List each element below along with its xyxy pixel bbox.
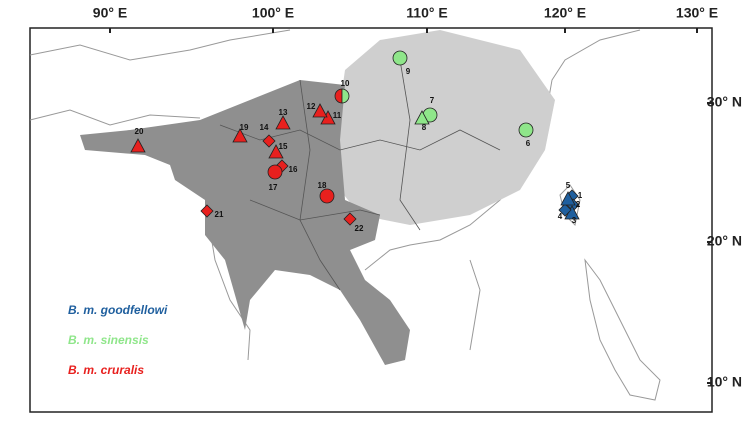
site-marker (518, 122, 534, 138)
site-marker (319, 188, 335, 204)
site-label: 18 (318, 181, 327, 190)
site-marker (275, 115, 291, 130)
site-marker (558, 203, 572, 217)
lon-label: 90° E (93, 5, 127, 21)
site-marker (392, 50, 408, 66)
site-label: 13 (279, 108, 288, 117)
site-marker (320, 110, 336, 125)
site-label: 12 (307, 102, 316, 111)
site-marker (130, 138, 146, 153)
site-label: 17 (269, 183, 278, 192)
site-label: 21 (215, 210, 224, 219)
site-marker (414, 110, 430, 125)
site-label: 9 (406, 67, 411, 76)
site-marker (232, 128, 248, 143)
site-label: 6 (526, 139, 531, 148)
lon-label: 130° E (676, 5, 718, 21)
site-label: 19 (240, 123, 249, 132)
site-label: 20 (135, 127, 144, 136)
lon-label: 120° E (544, 5, 586, 21)
site-label: 15 (279, 142, 288, 151)
site-label: 1 (578, 191, 583, 200)
lat-label: 10° N (707, 374, 742, 390)
site-marker (560, 191, 576, 206)
site-marker (312, 103, 328, 118)
site-label: 2 (576, 200, 581, 209)
site-label: 7 (430, 96, 435, 105)
legend: B. m. goodfellowi B. m. sinensis B. m. cru… (68, 303, 168, 377)
site-label: 8 (422, 123, 427, 132)
range-sinensis (335, 30, 555, 225)
site-marker (267, 164, 283, 180)
site-marker (341, 88, 350, 104)
site-label: 5 (566, 181, 571, 190)
legend-entry: B. m. goodfellowi (68, 303, 168, 317)
site-marker (200, 204, 214, 218)
range-cruralis (80, 80, 410, 365)
lon-label: 100° E (252, 5, 294, 21)
site-marker (343, 212, 357, 226)
axes: 90° E 100° E 110° E 120° E 130° E 30° N 20° N 1… (93, 5, 742, 390)
legend-entry: B. m. sinensis (68, 333, 149, 347)
lat-label: 20° N (707, 233, 742, 249)
site-label: 10 (341, 79, 350, 88)
site-label: 11 (333, 111, 342, 120)
site-marker (262, 134, 276, 148)
lat-label: 30° N (707, 94, 742, 110)
site-label: 14 (260, 123, 269, 132)
site-marker (268, 144, 284, 159)
site-label: 3 (572, 216, 577, 225)
lon-label: 110° E (406, 5, 447, 21)
site-label: 4 (558, 212, 563, 221)
site-label: 16 (289, 165, 298, 174)
site-label: 22 (355, 224, 364, 233)
legend-entry: B. m. cruralis (68, 363, 144, 377)
